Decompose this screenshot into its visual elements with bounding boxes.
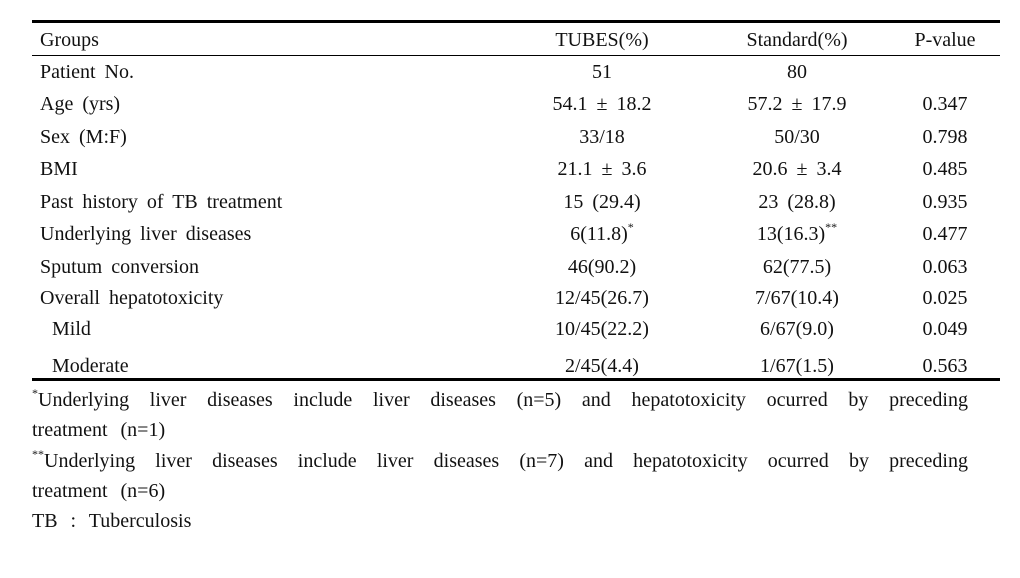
data-cell: 0.063 [922,256,968,278]
data-cell: 0.563 [922,355,968,377]
data-cell: 0.935 [922,191,968,213]
footnote-mark: ** [32,447,44,461]
data-cell: 62(77.5) [762,256,832,278]
data-cell: 23 (28.8) [758,191,836,213]
data-cell: 2/45(4.4) [565,355,639,377]
row-label: Mild [52,318,91,340]
data-cell: 12/45(26.7) [555,287,649,309]
footnote: *Underlying liver diseases include liver… [32,385,968,445]
data-cell: 6(11.8)* [570,220,634,246]
data-cell: 10/45(22.2) [555,318,649,340]
row-label: BMI [40,158,78,180]
row-label: Age (yrs) [40,93,121,115]
footnote-text: Underlying liver diseases include liver … [32,389,968,441]
data-cell: 13(16.3)** [756,220,838,246]
column-header: Groups [40,29,99,51]
row-label: Sputum conversion [40,256,199,278]
bottom-rule [32,378,1000,381]
data-cell: 0.485 [922,158,968,180]
data-cell: 0.025 [922,287,968,309]
data-cell: 46(90.2) [567,256,637,278]
footnote: **Underlying liver diseases include live… [32,446,968,506]
data-cell: 0.049 [922,318,968,340]
footnote-mark: ** [825,220,838,234]
data-cell: 0.347 [922,93,968,115]
data-cell: 0.798 [922,126,968,148]
data-cell: 57.2 ± 17.9 [747,93,847,115]
column-header: P-value [914,29,976,51]
row-label: Past history of TB treatment [40,191,283,213]
data-cell: 6/67(9.0) [760,318,834,340]
footnote-text: Underlying liver diseases include liver … [32,450,968,502]
header-rule [32,55,1000,56]
data-cell: 21.1 ± 3.6 [557,158,647,180]
footnote-mark: * [627,220,634,234]
row-label: Sex (M:F) [40,126,127,148]
data-cell: 51 [592,61,612,83]
row-label: Underlying liver diseases [40,223,252,245]
data-cell: 54.1 ± 18.2 [552,93,652,115]
data-cell: 33/18 [579,126,625,148]
data-cell: 20.6 ± 3.4 [752,158,842,180]
row-label: Moderate [52,355,129,377]
column-header: Standard(%) [746,29,848,51]
row-label: Patient No. [40,61,134,83]
data-cell: 1/67(1.5) [760,355,834,377]
data-cell: 50/30 [774,126,820,148]
cell-text: 6(11.8) [570,223,628,245]
footnote-mark: * [32,386,38,400]
data-cell: 7/67(10.4) [755,287,839,309]
cell-text: 13(16.3) [756,223,826,245]
footnote: TB : Tuberculosis [32,506,968,536]
data-cell: 80 [787,61,807,83]
footnote-text: TB : Tuberculosis [32,510,192,532]
data-cell: 15 (29.4) [563,191,641,213]
top-rule [32,20,1000,23]
column-header: TUBES(%) [555,29,649,51]
data-cell: 0.477 [922,223,968,245]
row-label: Overall hepatotoxicity [40,287,224,309]
